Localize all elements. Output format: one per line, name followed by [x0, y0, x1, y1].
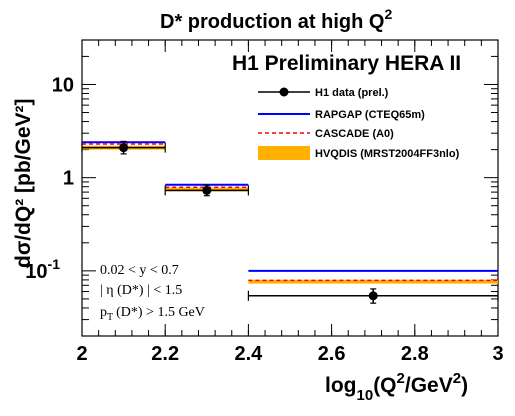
x-tick-label-0: 2 [76, 343, 87, 365]
experiment-label: H1 Preliminary HERA II [232, 52, 461, 75]
x-tick-label-5: 3 [492, 343, 503, 365]
y-tick-label-1: 1 [63, 168, 74, 190]
legend-item-cascade: CASCADE (A0) [258, 128, 394, 140]
cut-eta: | η (D*) | < 1.5 [100, 283, 182, 298]
cut-pt: pT (D*) > 1.5 GeV [100, 305, 205, 323]
cuts-annotation: 0.02 < y < 0.7 | η (D*) | < 1.5 pT (D*) >… [100, 263, 205, 323]
legend-item-hvqdis: HVQDIS (MRST2004FF3nlo) [258, 146, 460, 160]
data-point-1 [202, 185, 212, 195]
cut-y: 0.02 < y < 0.7 [100, 263, 179, 278]
y-axis-label: dσ/dQ² [pb/GeV²] [12, 98, 35, 268]
x-tick-label-2: 2.4 [234, 343, 263, 365]
legend-item-rapgap: RAPGAP (CTEQ65m) [258, 109, 425, 121]
legend-label-data: H1 data (prel.) [315, 87, 389, 99]
legend-item-data: H1 data (prel.) [258, 87, 389, 99]
legend-label-rapgap: RAPGAP (CTEQ65m) [315, 109, 425, 121]
x-tick-label-1: 2.2 [151, 343, 179, 365]
legend-label-cascade: CASCADE (A0) [315, 128, 394, 140]
data-point-0 [119, 143, 129, 153]
plot-frame [81, 39, 499, 337]
x-tick-label-4: 2.8 [401, 343, 429, 365]
y-tick-label-0: 10 [52, 74, 74, 96]
chart-title: D* production at high Q2 [160, 6, 392, 33]
hvqdis-band-2 [248, 279, 498, 284]
x-axis-label: log10(Q2/GeV2) [325, 370, 468, 404]
data-point-2 [368, 291, 378, 301]
x-tick-label-3: 2.6 [318, 343, 346, 365]
legend-label-hvqdis: HVQDIS (MRST2004FF3nlo) [315, 148, 460, 160]
legend: H1 data (prel.) RAPGAP (CTEQ65m) CASCADE… [258, 87, 460, 160]
y-tick-label-2: 10-1 [25, 256, 60, 283]
